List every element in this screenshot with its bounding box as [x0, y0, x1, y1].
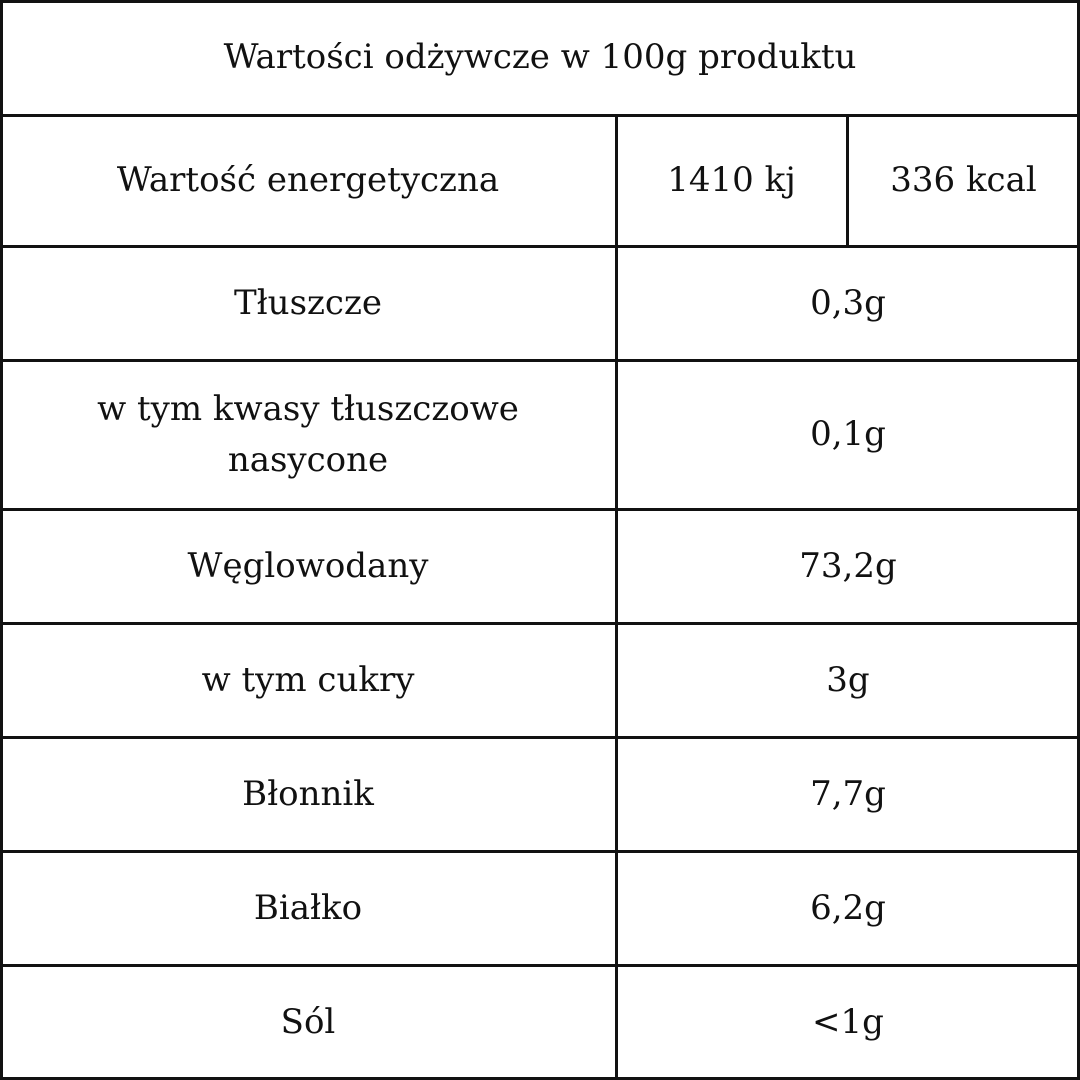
- column-divider: [615, 737, 618, 851]
- row-label: Węglowodany: [187, 545, 429, 586]
- row-divider: [0, 114, 1080, 117]
- row-divider: [0, 508, 1080, 511]
- row-value: <1g: [812, 1002, 884, 1042]
- row-divider: [0, 359, 1080, 362]
- row-label: w tym kwasy tłuszczowe nasycone: [97, 388, 519, 480]
- row-label: w tym cukry: [201, 659, 415, 700]
- row-label: Sól: [280, 1002, 336, 1042]
- row-label: Błonnik: [242, 773, 374, 814]
- column-divider: [615, 851, 618, 965]
- row-divider: [0, 850, 1080, 853]
- row-value: 73,2g: [799, 545, 897, 586]
- row-value: 3g: [826, 659, 870, 700]
- row-divider: [0, 736, 1080, 739]
- row-value: 336 kcal: [890, 160, 1037, 200]
- column-divider: [615, 360, 618, 509]
- row-value: 7,7g: [810, 773, 886, 814]
- column-divider: [615, 115, 618, 246]
- column-divider: [615, 509, 618, 623]
- row-divider: [0, 622, 1080, 625]
- row-divider: [0, 245, 1080, 248]
- row-label: Tłuszcze: [233, 282, 383, 323]
- row-value: 6,2g: [810, 887, 886, 928]
- column-divider: [615, 246, 618, 360]
- table-title: Wartości odżywcze w 100g produktu: [223, 37, 857, 77]
- column-divider: [615, 965, 618, 1080]
- row-divider: [0, 964, 1080, 967]
- row-value: 0,1g: [810, 414, 886, 454]
- row-label: Białko: [253, 887, 363, 928]
- row-label: Wartość energetyczna: [116, 160, 500, 200]
- column-divider: [846, 115, 849, 246]
- row-value: 0,3g: [810, 282, 886, 323]
- column-divider: [615, 623, 618, 737]
- row-value: 1410 kj: [667, 160, 796, 200]
